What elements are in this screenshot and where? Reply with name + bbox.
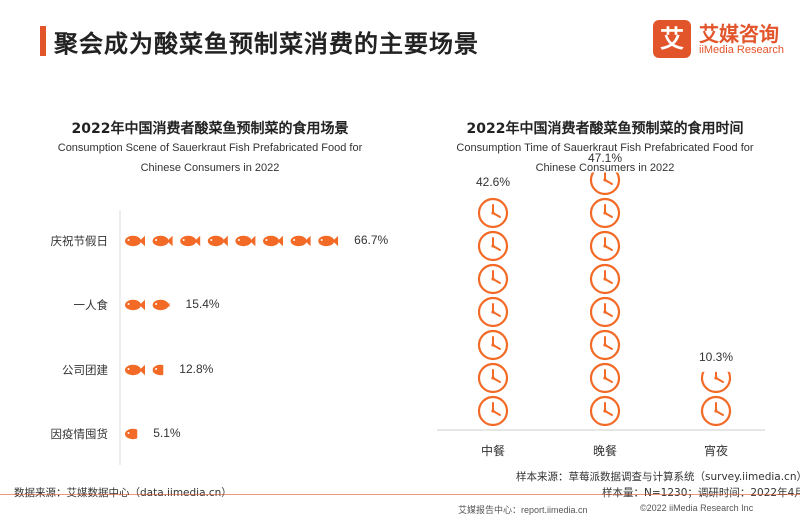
scene-bar xyxy=(125,364,164,376)
clock-icon xyxy=(589,296,621,328)
footer-report-center[interactable]: 艾媒报告中心：report.iimedia.cn xyxy=(458,505,588,515)
time-category-label: 宵夜 xyxy=(703,444,728,458)
fish-icon-partial xyxy=(152,299,170,311)
logo-mark-icon: 艾 xyxy=(653,20,691,58)
scene-category-label: 庆祝节假日 xyxy=(50,234,109,248)
time-category-label: 中餐 xyxy=(480,444,505,458)
logo-chinese-name: 艾媒咨询 xyxy=(699,22,779,46)
time-value-label: 42.6% xyxy=(475,175,511,190)
time-chart-title: 2022年中国消费者酸菜鱼预制菜的食用时间 xyxy=(466,121,744,137)
title-accent-bar xyxy=(40,26,46,56)
clock-icon xyxy=(700,395,732,427)
fish-icon-partial xyxy=(318,235,339,247)
fish-icon xyxy=(152,235,173,247)
time-chart-subtitle: Consumption Time of Sauerkraut Fish Pref… xyxy=(415,138,795,178)
scene-value-label: 15.4% xyxy=(185,297,220,311)
clock-icon xyxy=(477,230,509,262)
fish-icon xyxy=(125,299,145,311)
sample-source-note: 样本来源：草莓派数据调查与计算系统（survey.iimedia.cn） xyxy=(516,471,800,483)
scene-bar xyxy=(125,235,339,247)
clock-icon xyxy=(589,395,621,427)
scene-chart-title: 2022年中国消费者酸菜鱼预制菜的食用场景 xyxy=(71,121,349,137)
time-value-label: 47.1% xyxy=(587,150,623,165)
clock-icon-partial xyxy=(589,172,621,196)
clock-icon xyxy=(589,197,621,229)
clock-icon xyxy=(589,263,621,295)
scene-chart-subtitle-line1: Consumption Scene of Sauerkraut Fish Pre… xyxy=(57,142,363,154)
clock-icon xyxy=(477,296,509,328)
time-category-label: 晚餐 xyxy=(592,444,617,458)
brand-logo: 艾 艾媒咨询 iiMedia Research xyxy=(653,18,793,62)
scene-category-label: 因疫情囤货 xyxy=(50,427,109,441)
fish-icon xyxy=(125,364,145,376)
time-bar xyxy=(477,197,509,427)
fish-icon xyxy=(290,235,311,247)
time-value-label: 10.3% xyxy=(698,349,734,364)
footer-divider xyxy=(0,494,800,495)
clock-icon xyxy=(477,263,509,295)
fish-icon xyxy=(125,235,145,247)
scene-chart-subtitle-line2: Chinese Consumers in 2022 xyxy=(140,162,280,174)
clock-icon xyxy=(589,329,621,361)
fish-icon-partial xyxy=(152,364,164,376)
time-bar xyxy=(589,172,621,427)
time-chart-subtitle-line1: Consumption Time of Sauerkraut Fish Pref… xyxy=(456,142,754,154)
fish-icon xyxy=(207,235,228,247)
fish-icon-partial xyxy=(125,428,138,440)
clock-icon xyxy=(477,362,509,394)
scene-chart-subtitle: Consumption Scene of Sauerkraut Fish Pre… xyxy=(20,138,400,178)
clock-icon xyxy=(477,395,509,427)
footer-copyright: ©2022 iiMedia Research Inc xyxy=(640,503,754,513)
clock-icon xyxy=(589,230,621,262)
clock-icon xyxy=(477,329,509,361)
fish-icon xyxy=(235,235,256,247)
logo-english-name: iiMedia Research xyxy=(699,44,784,56)
scene-value-label: 5.1% xyxy=(153,426,181,440)
fish-icon xyxy=(180,235,201,247)
scene-category-label: 公司团建 xyxy=(62,363,108,377)
sample-size-note: 样本量：N=1230；调研时间：2022年4月 xyxy=(602,487,800,499)
scene-bar xyxy=(125,299,170,311)
clock-icon-partial xyxy=(477,197,509,229)
scene-category-label: 一人食 xyxy=(73,298,109,312)
time-bar xyxy=(700,371,732,427)
clock-icon xyxy=(589,362,621,394)
scene-value-label: 66.7% xyxy=(354,233,389,247)
page-title: 聚会成为酸菜鱼预制菜消费的主要场景 xyxy=(54,30,479,58)
scene-value-label: 12.8% xyxy=(179,362,214,376)
scene-bar xyxy=(125,428,138,440)
data-source-note: 数据来源：艾媒数据中心（data.iimedia.cn） xyxy=(14,487,232,499)
time-chart-subtitle-line2: Chinese Consumers in 2022 xyxy=(535,162,675,174)
fish-icon xyxy=(263,235,283,247)
clock-icon-partial xyxy=(700,371,732,394)
